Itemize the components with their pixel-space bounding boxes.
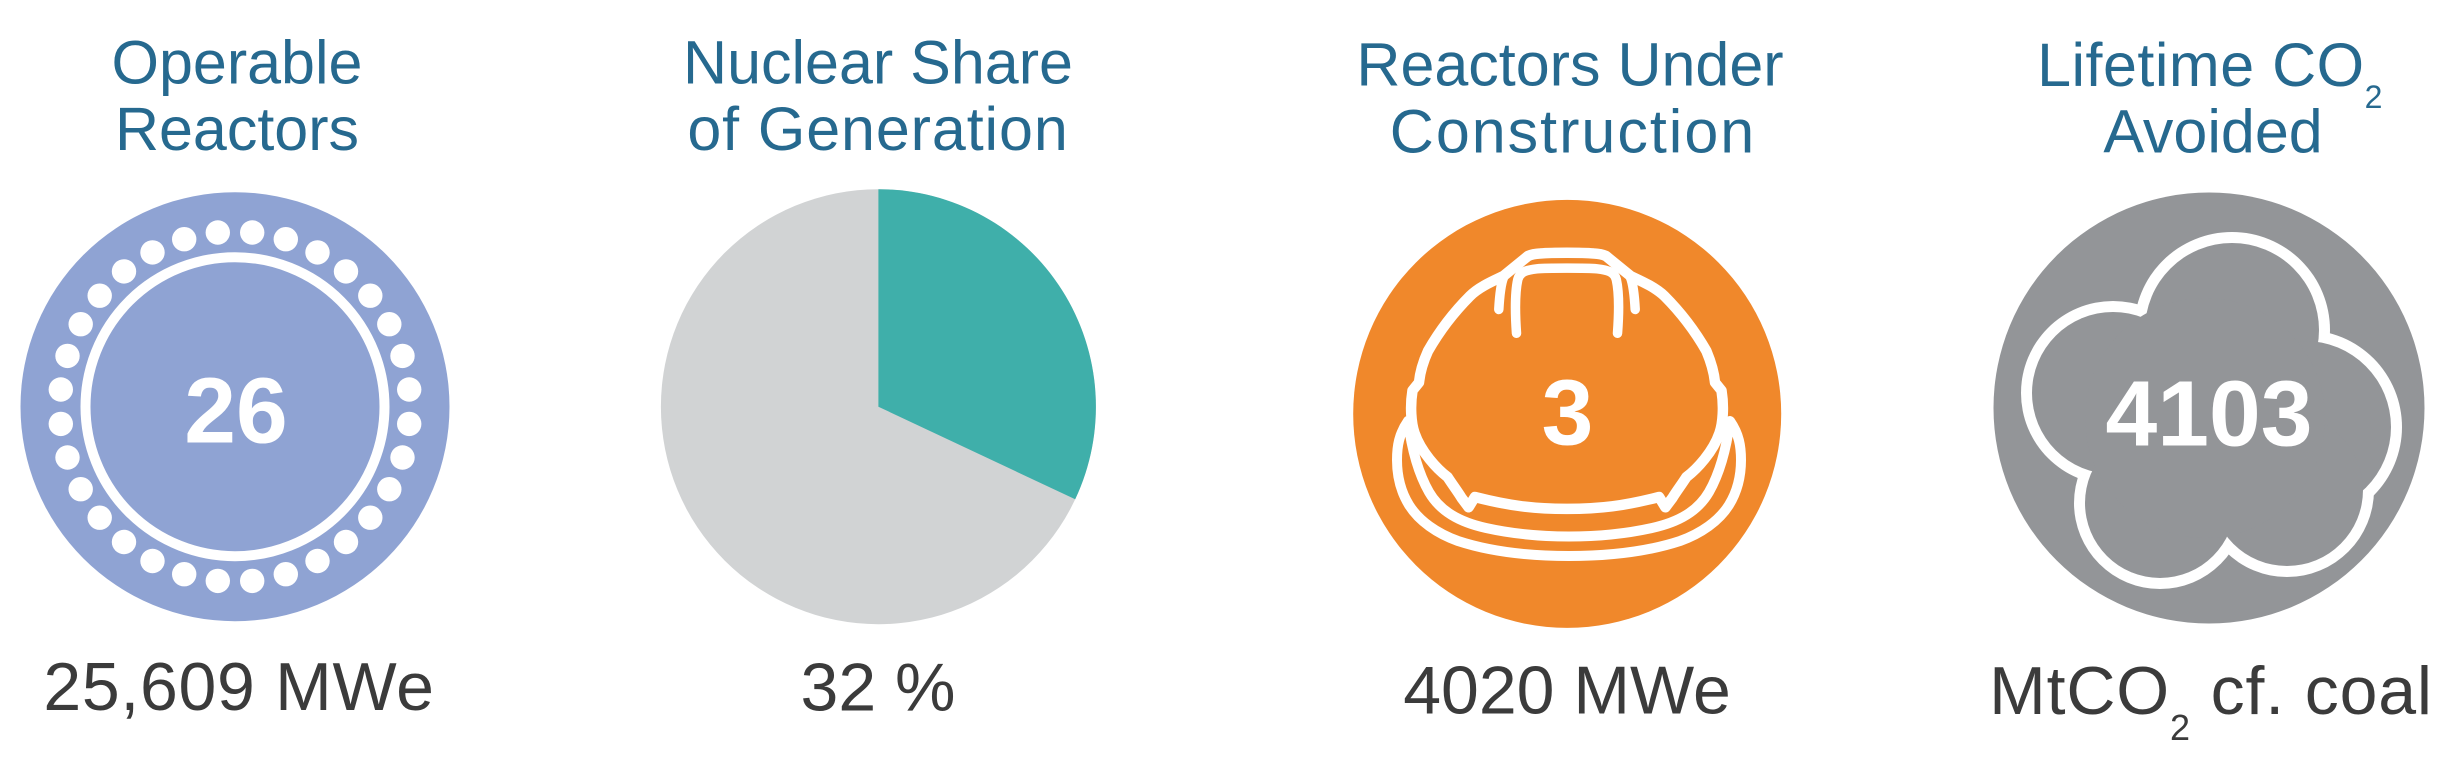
svg-text:26: 26 — [184, 358, 287, 462]
svg-text:Avoided: Avoided — [2103, 98, 2322, 166]
svg-text:MtCO2 cf. coal: MtCO2 cf. coal — [1989, 653, 2433, 748]
svg-text:32 %: 32 % — [801, 650, 956, 726]
svg-text:Construction: Construction — [1390, 98, 1756, 166]
svg-text:Operable: Operable — [112, 29, 363, 97]
svg-text:4103: 4103 — [2106, 362, 2313, 466]
svg-text:4020 MWe: 4020 MWe — [1403, 653, 1731, 729]
svg-text:25,609 MWe: 25,609 MWe — [43, 649, 434, 725]
svg-text:Reactors Under: Reactors Under — [1356, 31, 1783, 99]
svg-text:of Generation: of Generation — [687, 95, 1068, 163]
svg-text:Nuclear Share: Nuclear Share — [683, 29, 1073, 97]
svg-text:3: 3 — [1542, 361, 1594, 465]
svg-text:Reactors: Reactors — [115, 95, 359, 163]
